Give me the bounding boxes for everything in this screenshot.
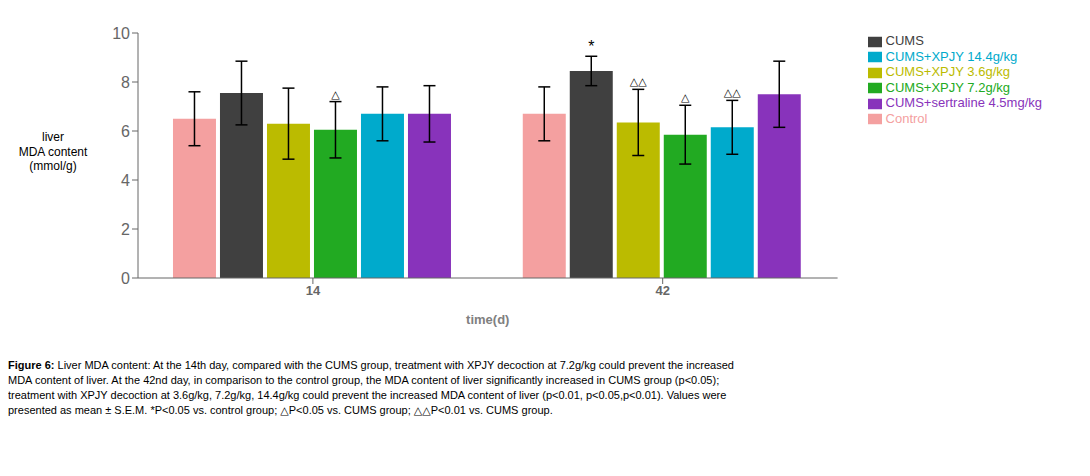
svg-text:6: 6 xyxy=(121,123,130,140)
svg-text:14: 14 xyxy=(306,283,321,298)
html-text:CUMS+XPJY 14.4g/kg: CUMS+XPJY 14.4g/kg xyxy=(885,48,1018,64)
html-text:CUMS+XPJY 3.6g/kg: CUMS+XPJY 3.6g/kg xyxy=(885,64,1010,80)
html-text:Figure 6: Liver MDA content: A: Figure 6: Liver MDA content: At the 14th… xyxy=(8,359,734,416)
svg-text:△△: △△ xyxy=(724,86,741,98)
svg-text:△△: △△ xyxy=(630,75,647,87)
svg-text:time(d): time(d) xyxy=(466,312,509,327)
svg-text:liverMDA content(mmol/g): liverMDA content(mmol/g) xyxy=(19,130,88,173)
svg-text:2: 2 xyxy=(121,221,130,238)
svg-text:42: 42 xyxy=(655,283,669,298)
svg-text:*: * xyxy=(588,38,594,55)
html-text:CUMS+sertraline 4.5mg/kg: CUMS+sertraline 4.5mg/kg xyxy=(885,95,1042,111)
svg-text:0: 0 xyxy=(121,270,130,287)
svg-text:4: 4 xyxy=(121,172,130,189)
svg-text:△: △ xyxy=(681,91,690,103)
svg-text:10: 10 xyxy=(112,25,130,42)
html-text:CUMS: CUMS xyxy=(885,33,924,48)
svg-text:8: 8 xyxy=(121,74,130,91)
html-text:Control: Control xyxy=(885,110,928,126)
svg-text:△: △ xyxy=(331,88,340,100)
html-text:CUMS+XPJY 7.2g/kg: CUMS+XPJY 7.2g/kg xyxy=(885,79,1010,95)
